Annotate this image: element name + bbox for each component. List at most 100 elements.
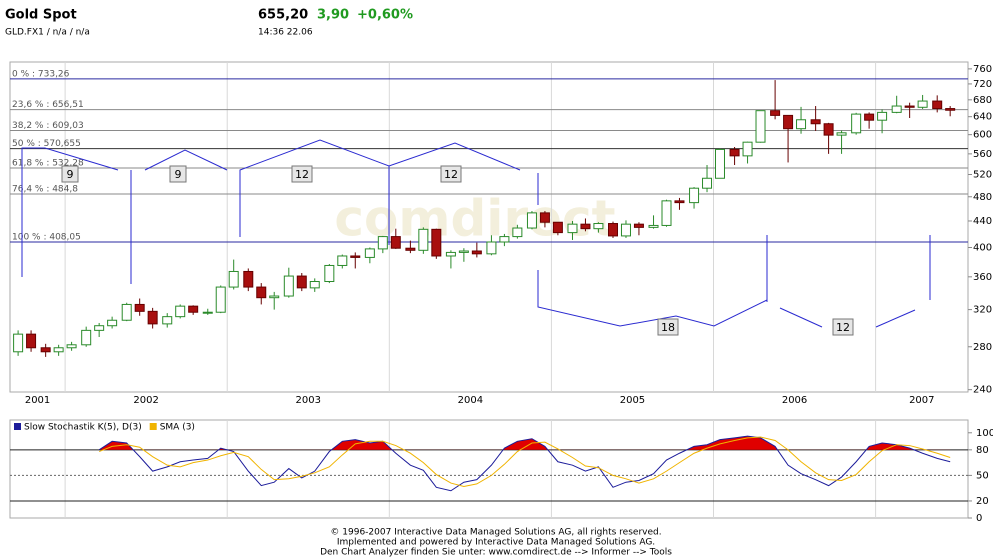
y-tick-label: 400 bbox=[973, 243, 992, 254]
candle-body bbox=[243, 270, 254, 288]
candle-body bbox=[891, 105, 902, 113]
fib-label: 0 % : 733,26 bbox=[12, 69, 70, 79]
cycle-line bbox=[779, 307, 823, 328]
candle-body bbox=[418, 228, 429, 251]
legend-label: SMA (3) bbox=[160, 423, 195, 433]
cycle-text: 18 bbox=[661, 321, 675, 334]
fib-label: 76,4 % : 484,8 bbox=[12, 184, 78, 194]
stoch-panel bbox=[9, 419, 969, 519]
candle-body bbox=[945, 108, 956, 111]
candle-body bbox=[458, 250, 469, 253]
y-tick-label: 20 bbox=[976, 496, 989, 507]
y-tick-label: 760 bbox=[973, 64, 992, 75]
change-pct: +0,60% bbox=[357, 8, 413, 23]
cycle-label: 12 bbox=[832, 318, 854, 336]
candle-body bbox=[324, 264, 335, 283]
cycle-line bbox=[21, 147, 119, 277]
y-tick-label: 600 bbox=[973, 130, 992, 141]
fib-label: 38,2 % : 609,03 bbox=[12, 121, 84, 131]
candle-body bbox=[904, 105, 915, 108]
legend-swatch bbox=[14, 423, 21, 430]
candle-body bbox=[864, 113, 875, 121]
x-tick-label: 2001 bbox=[25, 395, 50, 406]
candle-body bbox=[94, 325, 105, 331]
candle-body bbox=[377, 236, 388, 250]
x-tick-label: 2002 bbox=[133, 395, 158, 406]
candle-body bbox=[796, 119, 807, 130]
candle-body bbox=[702, 177, 713, 189]
candle-body bbox=[40, 347, 51, 353]
fib-label: 23,6 % : 656,51 bbox=[12, 100, 84, 110]
candle-body bbox=[202, 311, 213, 314]
candle-body bbox=[810, 119, 821, 125]
footer-line: Den Chart Analyzer finden Sie unter: www… bbox=[320, 548, 672, 557]
candle-body bbox=[836, 132, 847, 136]
y-tick-label: 360 bbox=[973, 272, 992, 283]
candle-body bbox=[486, 241, 497, 255]
watermark: comdirect bbox=[334, 190, 615, 248]
y-tick-label: 520 bbox=[973, 169, 992, 180]
cycle-text: 12 bbox=[836, 321, 850, 334]
candle-body bbox=[228, 270, 239, 288]
candle-body bbox=[499, 236, 510, 243]
y-tick-label: 0 bbox=[976, 513, 982, 524]
candle-body bbox=[390, 236, 401, 249]
legend-label: Slow Stochastik K(5), D(3) bbox=[24, 423, 142, 433]
candle-body bbox=[256, 286, 267, 299]
y-tick-label: 240 bbox=[973, 385, 992, 396]
candle-body bbox=[552, 221, 563, 234]
candle-body bbox=[175, 305, 186, 318]
y-tick-label: 680 bbox=[973, 95, 992, 106]
candle-body bbox=[107, 319, 118, 327]
candle-body bbox=[608, 223, 619, 237]
y-tick-label: 640 bbox=[973, 112, 992, 123]
candle-body bbox=[932, 100, 943, 110]
cycle-line bbox=[239, 139, 521, 237]
fib-label: 50 % : 570,655 bbox=[12, 139, 81, 149]
candle-body bbox=[364, 248, 375, 258]
cycle-label: 12 bbox=[291, 165, 313, 183]
candle-body bbox=[917, 100, 928, 108]
candle-body bbox=[405, 247, 416, 251]
candle-body bbox=[309, 281, 320, 289]
candle-body bbox=[147, 310, 158, 325]
y-tick-label: 100 bbox=[976, 428, 993, 439]
candle-body bbox=[770, 110, 781, 116]
y-tick-label: 480 bbox=[973, 192, 992, 203]
x-tick-label: 2005 bbox=[620, 395, 645, 406]
x-tick-label: 2003 bbox=[296, 395, 321, 406]
change: 3,90 bbox=[317, 8, 349, 23]
candle-body bbox=[633, 223, 644, 228]
candle-body bbox=[729, 148, 740, 157]
price: 655,20 bbox=[258, 8, 308, 23]
candle-body bbox=[431, 228, 442, 257]
candle-body bbox=[134, 303, 145, 312]
candle-body bbox=[162, 316, 173, 325]
candle-body bbox=[512, 227, 523, 238]
x-tick-label: 2007 bbox=[909, 395, 934, 406]
x-tick-label: 2004 bbox=[458, 395, 483, 406]
y-tick-label: 560 bbox=[973, 149, 992, 160]
candle-body bbox=[121, 303, 132, 321]
candle-body bbox=[689, 187, 700, 204]
candle-body bbox=[471, 250, 482, 255]
cycle-label: 18 bbox=[657, 318, 679, 336]
stoch-line bbox=[98, 436, 951, 487]
footer-line: Implemented and powered by Interactive D… bbox=[337, 538, 655, 548]
cycle-label: 12 bbox=[440, 165, 462, 183]
y-tick-label: 280 bbox=[973, 342, 992, 353]
legend-swatch bbox=[149, 423, 157, 430]
cycle-label: 9 bbox=[61, 165, 79, 183]
x-tick-label: 2006 bbox=[782, 395, 807, 406]
candle-body bbox=[877, 111, 888, 121]
candle-body bbox=[620, 223, 631, 237]
fib-label: 61,8 % : 532,28 bbox=[12, 158, 84, 168]
cycle-label: 9 bbox=[169, 165, 187, 183]
candle-body bbox=[851, 113, 862, 134]
y-tick-label: 50 bbox=[976, 470, 989, 481]
fib-label: 100 % : 408,05 bbox=[12, 232, 81, 242]
cycle-line bbox=[537, 270, 768, 327]
cycle-line bbox=[875, 309, 916, 328]
candle-body bbox=[13, 333, 24, 353]
